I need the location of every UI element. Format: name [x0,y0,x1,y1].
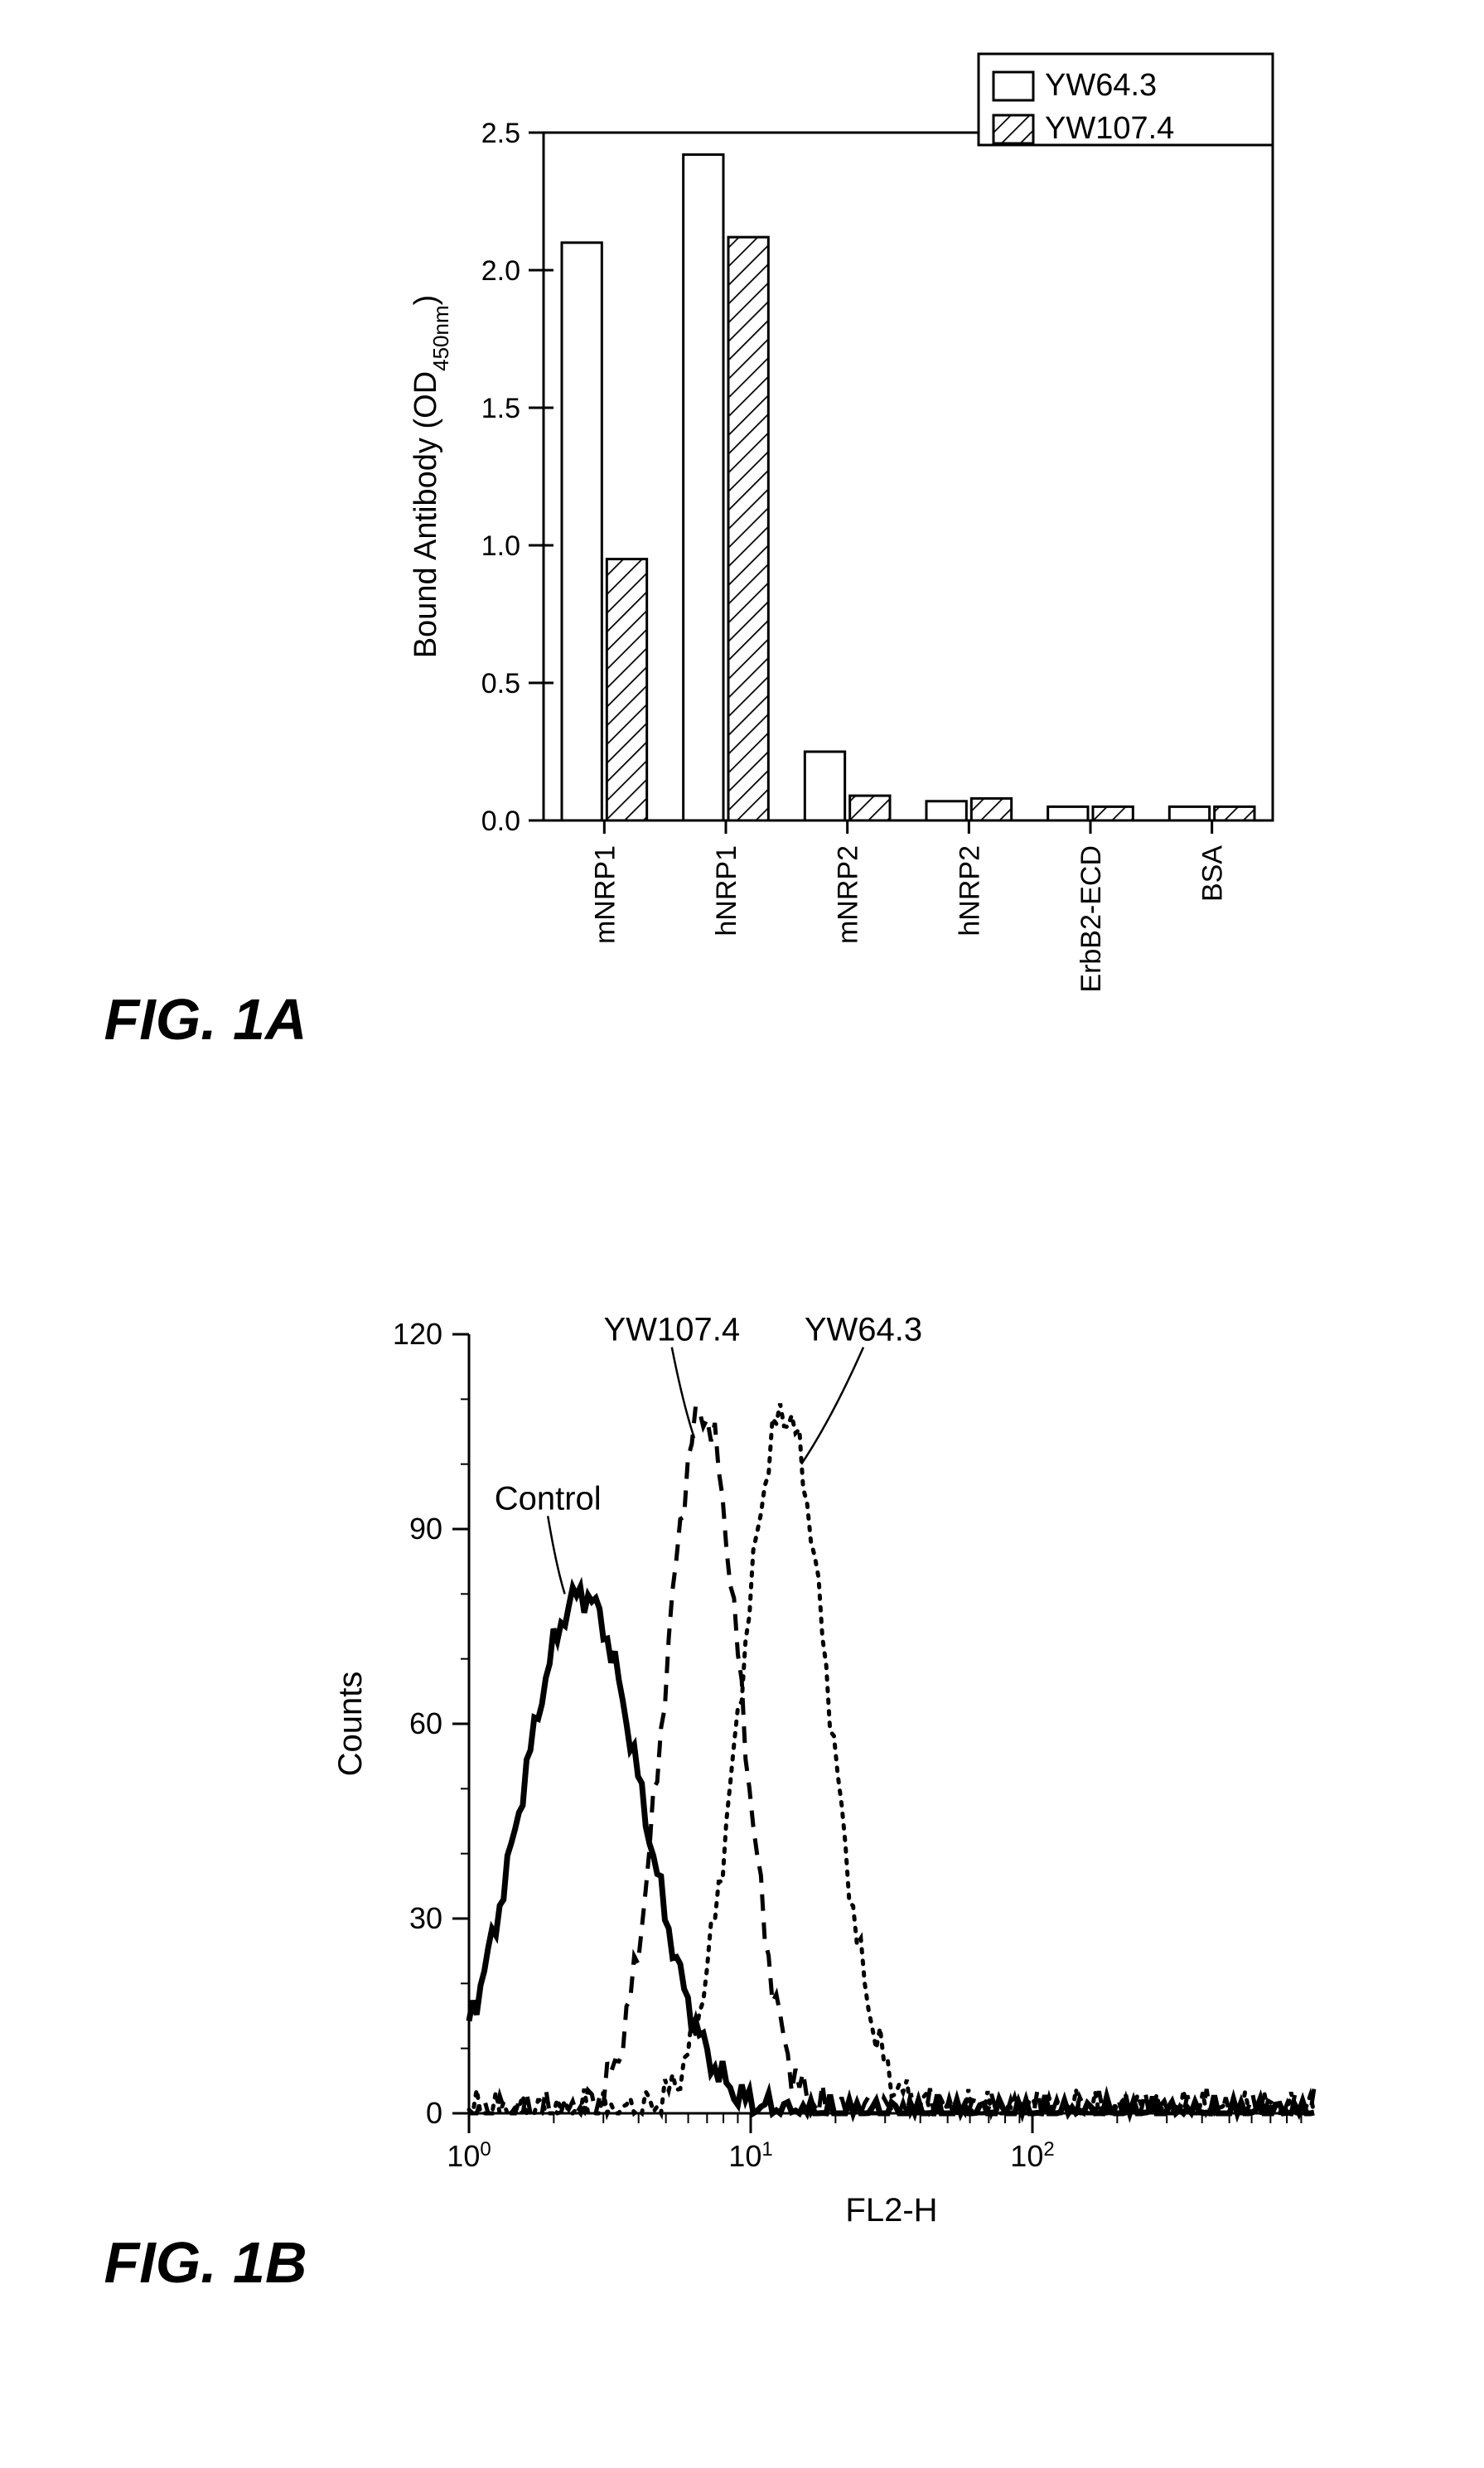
svg-text:30: 30 [408,1901,442,1935]
bar [607,559,646,820]
panel-fig-1b: 0 30 60 90 120 Counts 100 101 102 FL2-H Control YW1… [80,1276,1405,2304]
svg-text:FL2-H: FL2-H [845,2192,937,2228]
svg-text:120: 120 [392,1317,442,1351]
bar [849,796,889,820]
bar [805,752,844,820]
bar [1214,806,1254,820]
bar [1169,806,1209,820]
svg-text:0: 0 [425,2096,442,2130]
svg-text:2.0: 2.0 [481,255,520,287]
leader-line [548,1516,564,1594]
svg-text:90: 90 [408,1512,442,1546]
fig-1b-label: FIG. 1B [104,2229,307,2296]
bar [1047,806,1087,820]
panel-fig-1a: 0.0 0.5 1.0 1.5 2.0 2.5 Bound Antibody (OD450n… [80,33,1405,1177]
svg-text:0.5: 0.5 [481,668,520,699]
curve-Control [469,1587,1314,2113]
svg-text:100: 100 [447,2138,491,2174]
bar [971,798,1011,820]
legend-swatch [993,115,1033,143]
legend-label: YW64.3 [1045,68,1157,103]
fig-1a-label: FIG. 1A [104,986,307,1053]
leader-line [801,1348,863,1464]
bar [562,243,602,820]
bar [1093,806,1133,820]
svg-text:Bound Antibody (OD450nm): Bound Antibody (OD450nm) [408,295,453,659]
curve-label: Control [494,1480,601,1517]
bar [728,237,768,820]
histogram-chart-1b: 0 30 60 90 120 Counts 100 101 102 FL2-H Control YW1… [80,1276,1405,2304]
x-tick-label: ErbB2-ECD [1076,845,1107,993]
x-tick-label: BSA [1196,845,1228,902]
x-tick-label: hNRP1 [711,845,742,936]
svg-text:1.5: 1.5 [481,393,520,424]
bar [683,155,723,820]
svg-text:101: 101 [728,2138,772,2174]
leader-line [671,1348,694,1439]
svg-text:102: 102 [1010,2138,1054,2174]
x-tick-label: hNRP2 [954,845,985,936]
legend-swatch [993,72,1033,100]
bar [926,801,966,820]
legend-label: YW107.4 [1045,111,1174,146]
svg-text:Counts: Counts [332,1672,369,1777]
x-tick-label: mNRP1 [589,845,621,944]
svg-text:1.0: 1.0 [481,530,520,562]
x-tick-label: mNRP2 [832,845,863,944]
svg-text:2.5: 2.5 [481,118,520,149]
svg-text:0.0: 0.0 [481,806,520,837]
curve-label: YW64.3 [804,1312,921,1348]
svg-text:60: 60 [408,1706,442,1740]
curve-label: YW107.4 [603,1312,740,1348]
